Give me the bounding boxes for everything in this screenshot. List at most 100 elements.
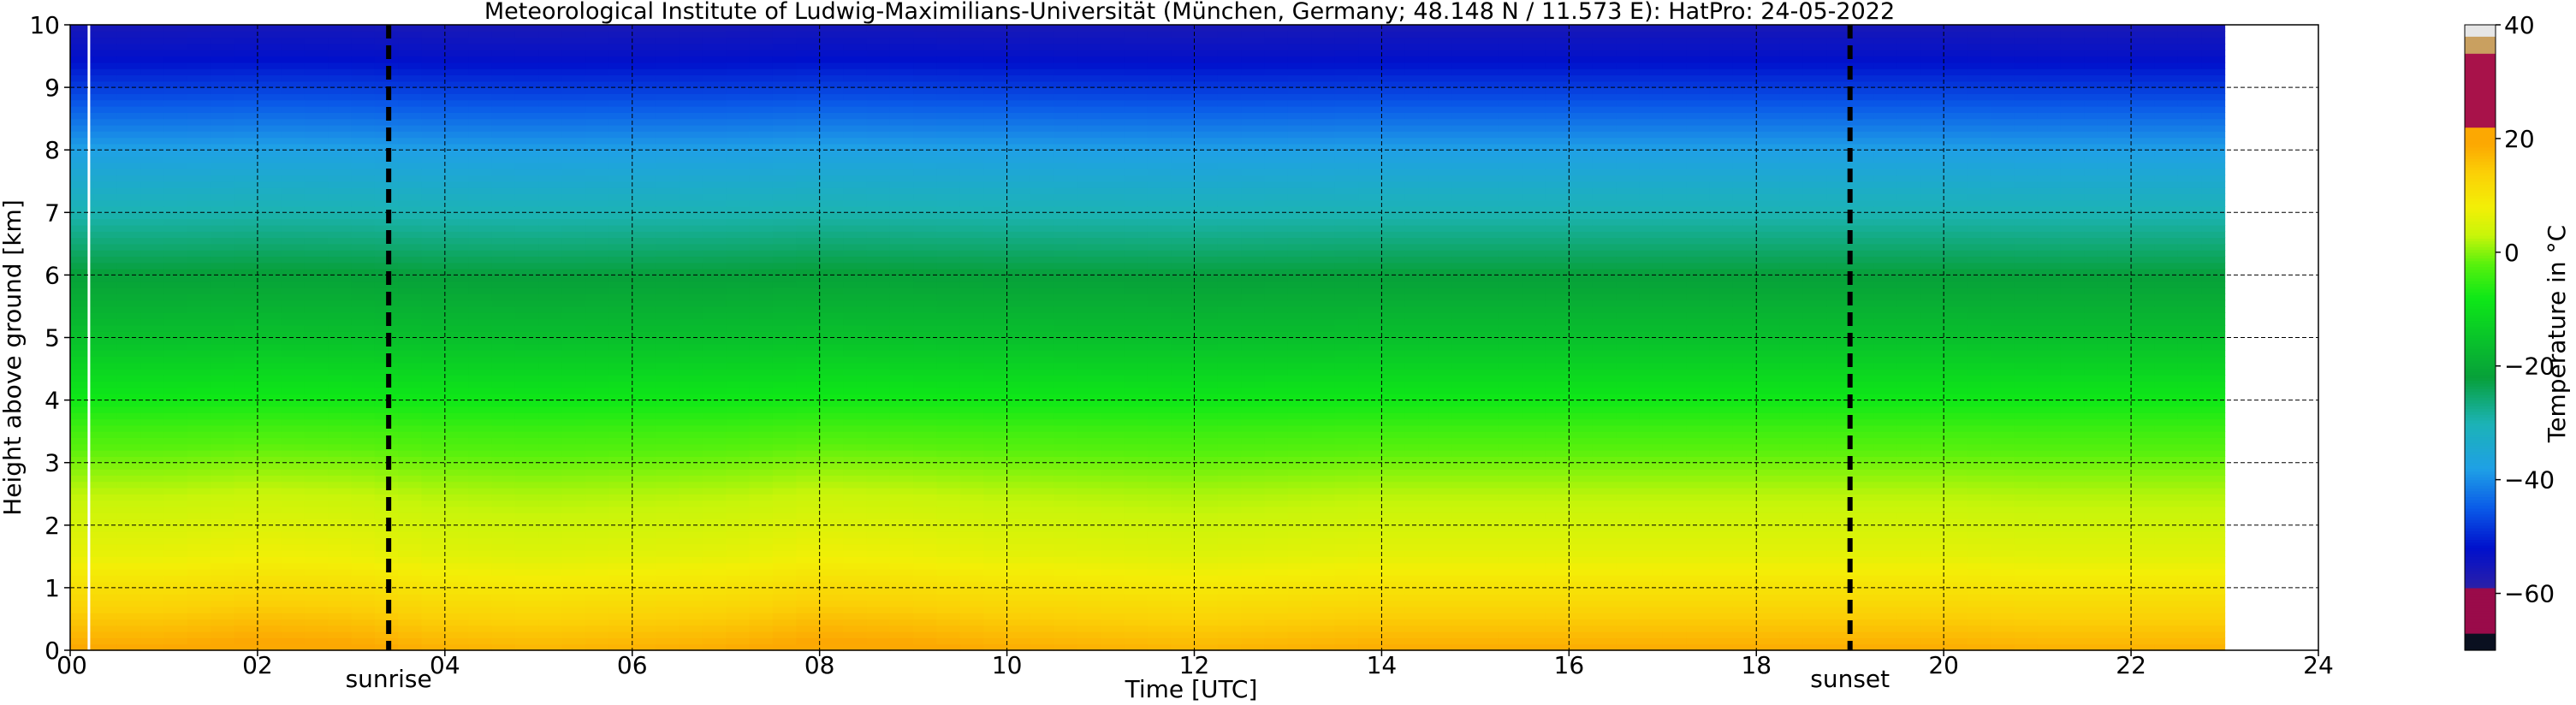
heatmap-cell [608,581,633,589]
heatmap-cell [889,143,914,151]
heatmap-cell [866,387,891,394]
heatmap-cell [444,287,469,294]
heatmap-cell [936,524,961,532]
heatmap-cell [304,443,329,451]
heatmap-cell [585,175,609,182]
heatmap-cell [1147,281,1172,288]
heatmap-cell [772,250,797,258]
heatmap-cell [843,162,867,169]
heatmap-cell [913,199,938,207]
heatmap-cell [1124,568,1149,576]
heatmap-cell [234,375,258,382]
heatmap-cell [163,443,188,451]
heatmap-cell [70,143,94,151]
heatmap-cell [1006,299,1031,307]
heatmap-cell [70,631,94,638]
heatmap-cell [1171,562,1196,570]
heatmap-cell [281,269,306,275]
heatmap-cell [398,331,423,339]
heatmap-cell [163,205,188,213]
heatmap-cell [328,162,352,169]
heatmap-cell [561,418,586,426]
heatmap-cell [1171,450,1196,457]
heatmap-cell [608,337,633,345]
heatmap-cell [679,581,703,589]
heatmap-cell [1101,106,1125,113]
heatmap-cell [328,250,352,258]
heatmap-cell [1101,212,1125,220]
heatmap-cell [608,50,633,57]
heatmap-cell [866,318,891,326]
heatmap-cell [328,305,352,313]
heatmap-cell [491,412,516,420]
heatmap-cell [749,205,774,213]
heatmap-cell [561,275,586,282]
heatmap-cell [116,631,141,638]
heatmap-cell [421,512,446,520]
heatmap-cell [444,118,469,126]
heatmap-cell [234,356,258,364]
heatmap-cell [163,124,188,132]
heatmap-cell [163,412,188,420]
heatmap-cell [514,43,539,50]
heatmap-cell [936,418,961,426]
heatmap-cell [772,487,797,495]
heatmap-cell [1054,199,1078,207]
heatmap-cell [491,281,516,288]
heatmap-cell [796,37,821,44]
heatmap-cell [679,293,703,301]
heatmap-cell [749,56,774,63]
heatmap-cell [1006,406,1031,413]
heatmap-cell [1077,269,1101,275]
heatmap-cell [1077,575,1101,583]
heatmap-cell [983,518,1008,526]
heatmap-cell [281,500,306,507]
heatmap-cell [889,106,914,113]
heatmap-cell [70,637,94,645]
heatmap-cell [796,231,821,239]
heatmap-cell [889,487,914,495]
heatmap-cell [843,443,867,451]
heatmap-cell [1171,524,1196,532]
heatmap-cell [491,512,516,520]
heatmap-cell [749,475,774,483]
heatmap-cell [632,293,656,301]
heatmap-cell [585,400,609,407]
heatmap-cell [304,343,329,351]
heatmap-cell [1147,643,1172,651]
heatmap-cell [772,625,797,632]
heatmap-cell [656,631,680,638]
heatmap-cell [749,512,774,520]
heatmap-cell [866,143,891,151]
heatmap-cell [140,281,165,288]
heatmap-cell [1101,181,1125,188]
heatmap-cell [1054,562,1078,570]
heatmap-cell [656,193,680,201]
heatmap-cell [843,556,867,564]
heatmap-cell [444,93,469,101]
heatmap-cell [843,212,867,220]
heatmap-cell [726,381,751,388]
heatmap-cell [936,212,961,220]
heatmap-cell [608,643,633,651]
heatmap-cell [281,93,306,101]
heatmap-cell [491,562,516,570]
heatmap-cell [1030,218,1054,226]
heatmap-cell [491,343,516,351]
heatmap-cell [304,299,329,307]
heatmap-cell [656,587,680,595]
heatmap-cell [304,305,329,313]
heatmap-cell [1194,550,1219,557]
heatmap-cell [257,568,282,576]
heatmap-cell [959,531,984,539]
heatmap-cell [749,137,774,145]
heatmap-cell [398,187,423,194]
heatmap-cell [1171,375,1196,382]
heatmap-cell [140,181,165,188]
heatmap-cell [444,156,469,163]
heatmap-cell [421,256,446,264]
heatmap-cell [561,568,586,576]
heatmap-cell [538,224,563,232]
heatmap-cell [468,350,493,358]
heatmap-cell [93,619,118,626]
